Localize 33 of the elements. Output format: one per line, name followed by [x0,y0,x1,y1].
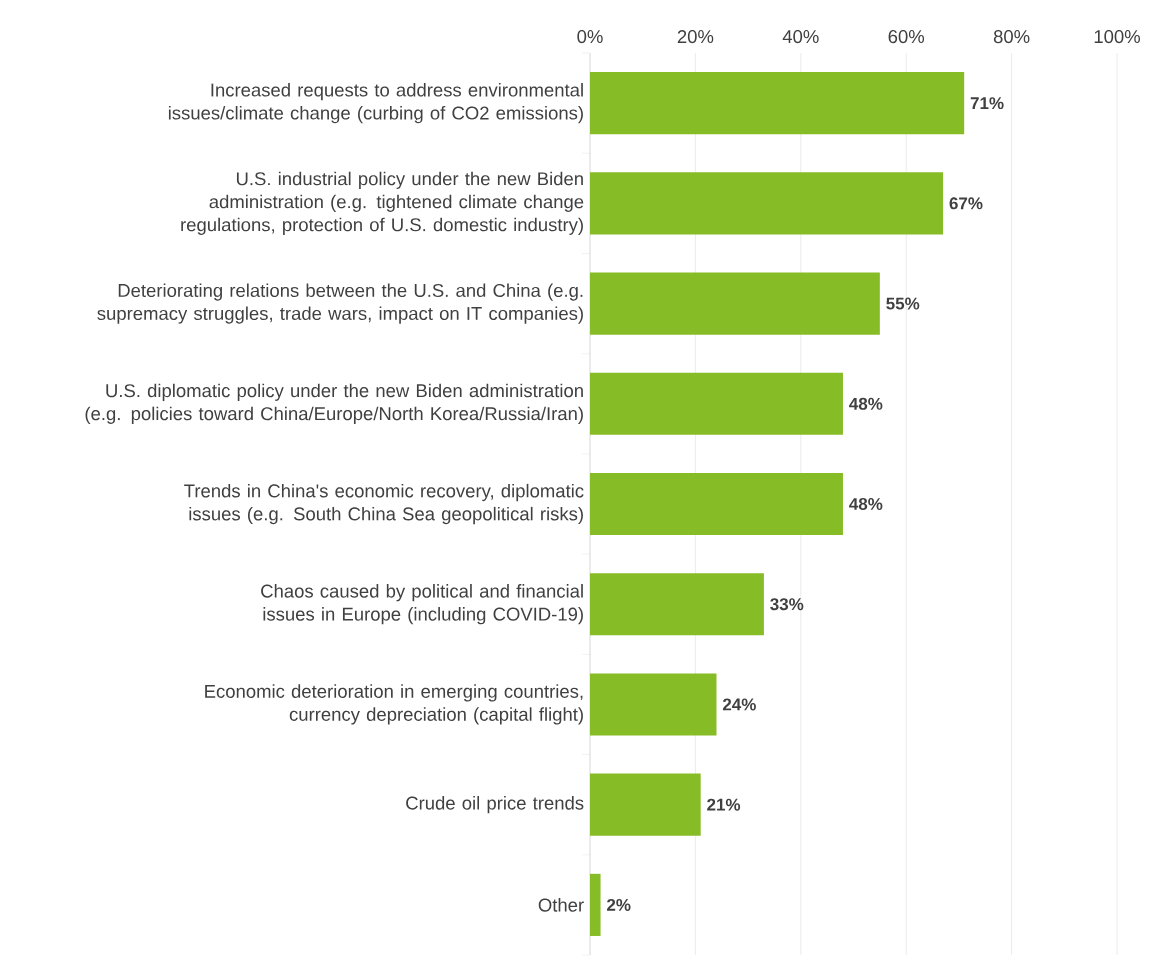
data-label: 2% [607,898,631,911]
data-label: 67% [949,197,983,210]
x-tick-label: 60% [888,30,925,44]
data-label: 48% [849,497,883,511]
bar [590,372,843,435]
bar [590,573,764,636]
x-tick-label: 100% [1094,30,1140,44]
data-label: 48% [849,397,883,410]
y-tick-label: Economic deterioration in emerging countries, currency depreciation (capital flight) [205,684,583,725]
y-tick-label: Increased requests to address environmental issues/climate change (curbing of CO2 emissions) [168,82,583,124]
y-tick-label: U.S. industrial policy under the new Biden administration (e.g. tightened climate change regulations, protection of U.S. domestic industry) [181,171,584,235]
y-tick-label: Other [538,898,584,912]
bar [590,172,944,235]
y-tick-label: Deteriorating relations between the U.S. and China (e.g. supremacy struggles, trade wars, impact on IT companies) [97,283,583,324]
x-tick-label: 20% [677,30,714,44]
y-tick-label: Trends in China's economic recovery, diplomatic issues (e.g. South China Sea geopolitical risks) [184,483,584,525]
bar [590,673,717,736]
x-tick-label: 0% [577,30,603,44]
y-tick-label: U.S. diplomatic policy under the new Biden administration (e.g. policies toward China/Europe/North Korea/Russia/Iran) [85,383,583,424]
x-tick-label: 80% [993,30,1030,44]
bar [590,873,601,936]
data-label: 71% [970,97,1004,110]
y-tick-label: Crude oil price trends [406,796,584,814]
data-label: 55% [886,297,920,310]
x-tick-label: 40% [782,30,819,44]
data-label: 24% [722,698,756,711]
y-tick-label: Chaos caused by political and financial issues in Europe (including COVID-19) [261,584,583,625]
data-label: 21% [707,798,741,811]
bar [590,272,880,335]
bar [590,773,701,836]
bar [590,72,965,135]
bar [590,472,843,536]
data-label: 33% [770,598,804,611]
